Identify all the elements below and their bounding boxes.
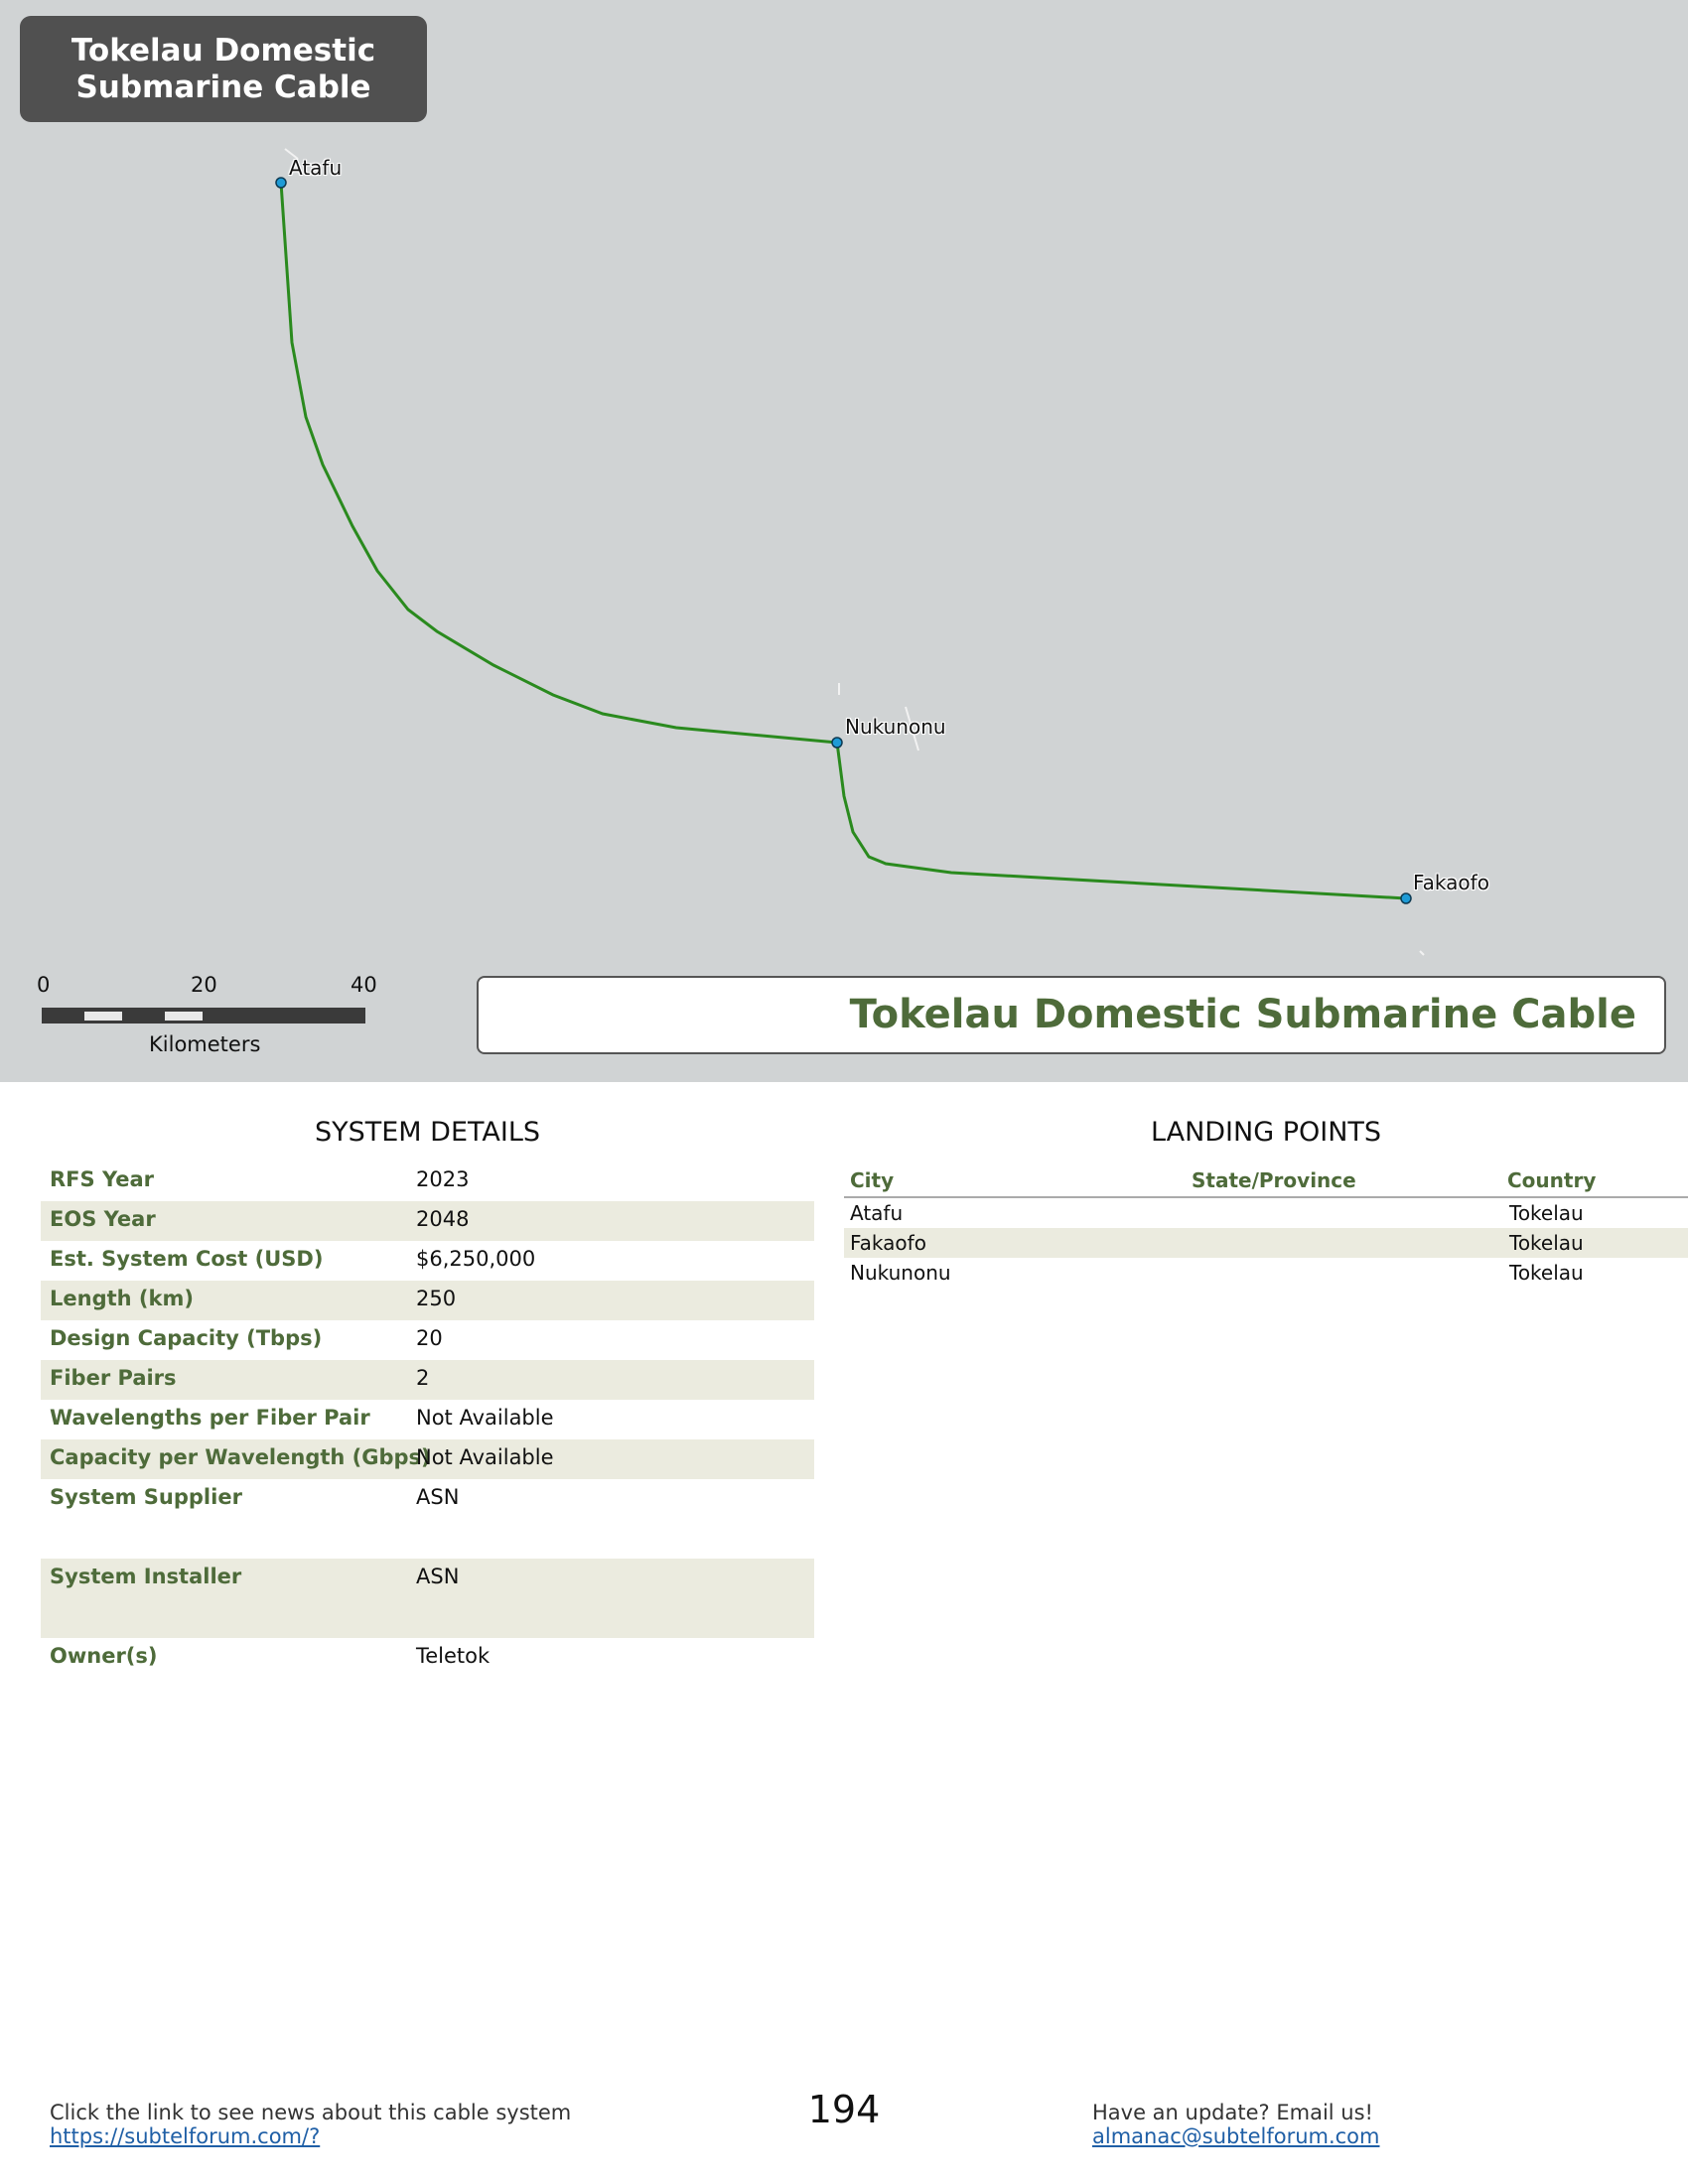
island-nukunonu-outline (838, 683, 919, 751)
scale-tick-20: 20 (191, 973, 217, 997)
cable-map: Tokelau Domestic Submarine Cable Atafu N… (0, 0, 1688, 1082)
detail-row-eos-year: EOS Year 2048 (41, 1201, 814, 1241)
detail-row-system-supplier: System Supplier ASN (41, 1479, 814, 1559)
detail-row-fiber-pairs: Fiber Pairs 2 (41, 1360, 814, 1400)
detail-label: System Installer (50, 1565, 242, 1588)
detail-label: Design Capacity (Tbps) (50, 1326, 323, 1350)
cable-segment-atafu-nukunonu (279, 182, 838, 745)
landing-point-row: Atafu Tokelau (844, 1198, 1688, 1228)
cable-segment-nukunonu-fakaofo (835, 742, 1407, 900)
detail-value: ASN (416, 1485, 460, 1509)
news-link[interactable]: https://subtelforum.com/? (50, 2124, 321, 2148)
detail-label: Wavelengths per Fiber Pair (50, 1406, 370, 1430)
detail-value: 2 (416, 1366, 430, 1390)
banner-title: Tokelau Domestic Submarine Cable (849, 992, 1636, 1037)
detail-row-design-capacity: Design Capacity (Tbps) 20 (41, 1320, 814, 1360)
landing-city: Fakaofo (850, 1231, 926, 1255)
detail-label: RFS Year (50, 1167, 154, 1191)
place-label-atafu: Atafu (289, 156, 343, 180)
column-header-city: City (850, 1168, 895, 1192)
landing-point-row: Fakaofo Tokelau (844, 1228, 1688, 1258)
cable-route-svg (275, 148, 1425, 956)
map-title: Tokelau Domestic Submarine Cable (70, 32, 376, 105)
detail-label: Length (km) (50, 1287, 194, 1310)
landing-node-atafu (275, 177, 287, 189)
detail-row-rfs-year: RFS Year 2023 (41, 1161, 814, 1201)
island-atafu-outline (284, 148, 299, 160)
detail-value: Teletok (416, 1644, 491, 1668)
landing-country: Tokelau (1509, 1201, 1584, 1225)
detail-row-capacity-per-wavelength: Capacity per Wavelength (Gbps) Not Avail… (41, 1439, 814, 1479)
scale-tick-0: 0 (37, 973, 51, 997)
detail-row-wavelengths: Wavelengths per Fiber Pair Not Available (41, 1400, 814, 1439)
detail-row-owners: Owner(s) Teletok (41, 1638, 814, 1678)
scale-bar-segment (84, 1012, 122, 1021)
landing-country: Tokelau (1509, 1231, 1584, 1255)
column-header-state: State/Province (1192, 1168, 1356, 1192)
detail-value: Not Available (416, 1406, 554, 1430)
detail-row-system-installer: System Installer ASN (41, 1559, 814, 1638)
system-details-heading: SYSTEM DETAILS (314, 1117, 541, 1148)
news-prompt: Click the link to see news about this ca… (50, 2101, 572, 2124)
landing-points-header-row: City State/Province Country (844, 1164, 1688, 1198)
detail-value: Not Available (416, 1445, 554, 1469)
column-header-country: Country (1507, 1168, 1597, 1192)
detail-row-length: Length (km) 250 (41, 1281, 814, 1320)
landing-node-fakaofo (1400, 892, 1412, 904)
scale-tick-40: 40 (351, 973, 377, 997)
scale-bar-segment (165, 1012, 203, 1021)
place-label-nukunonu: Nukunonu (845, 715, 946, 739)
detail-value: 20 (416, 1326, 443, 1350)
system-details-table: RFS Year 2023 EOS Year 2048 Est. System … (41, 1161, 814, 1678)
landing-points-table: City State/Province Country Atafu Tokela… (844, 1164, 1688, 1288)
landing-city: Nukunonu (850, 1261, 951, 1285)
detail-value: 250 (416, 1287, 457, 1310)
scale-bar (42, 1008, 365, 1024)
detail-value: $6,250,000 (416, 1247, 536, 1271)
detail-label: Fiber Pairs (50, 1366, 177, 1390)
detail-value: ASN (416, 1565, 460, 1588)
landing-city: Atafu (850, 1201, 904, 1225)
place-label-fakaofo: Fakaofo (1413, 871, 1489, 894)
detail-value: 2048 (416, 1207, 470, 1231)
landing-node-nukunonu (831, 737, 843, 749)
island-fakaofo-outline (1419, 950, 1425, 956)
landing-point-row: Nukunonu Tokelau (844, 1258, 1688, 1288)
detail-label: System Supplier (50, 1485, 242, 1509)
detail-label: EOS Year (50, 1207, 156, 1231)
detail-value: 2023 (416, 1167, 470, 1191)
detail-row-system-cost: Est. System Cost (USD) $6,250,000 (41, 1241, 814, 1281)
landing-points-heading: LANDING POINTS (1150, 1117, 1382, 1148)
landing-country: Tokelau (1509, 1261, 1584, 1285)
detail-label: Capacity per Wavelength (Gbps) (50, 1445, 431, 1469)
detail-label: Owner(s) (50, 1644, 158, 1668)
map-banner: Tokelau Domestic Submarine Cable (477, 976, 1666, 1054)
map-title-box: Tokelau Domestic Submarine Cable (20, 16, 427, 122)
update-prompt: Have an update? Email us! (1092, 2101, 1373, 2124)
detail-label: Est. System Cost (USD) (50, 1247, 324, 1271)
email-link[interactable]: almanac@subtelforum.com (1092, 2124, 1380, 2148)
scale-unit: Kilometers (149, 1032, 261, 1056)
page-number: 194 (807, 2088, 881, 2131)
